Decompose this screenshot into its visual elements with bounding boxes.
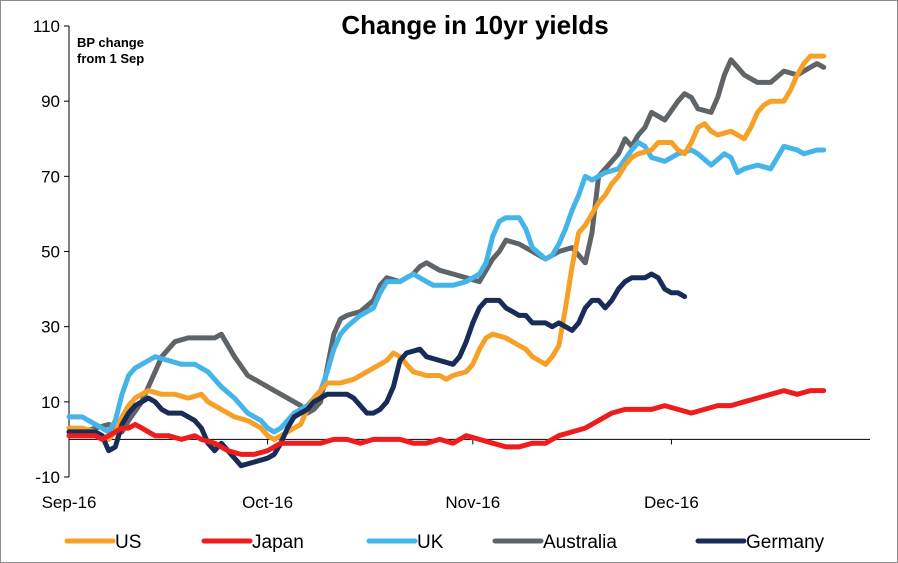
x-tick-label: Oct-16 — [242, 493, 293, 512]
series-lines — [66, 53, 827, 469]
series-line-australia — [66, 57, 827, 435]
legend-label-germany: Germany — [746, 532, 825, 553]
series-line-japan — [66, 388, 827, 457]
y-tick-label: 50 — [41, 243, 60, 262]
y-tick-label: 10 — [41, 393, 60, 412]
legend: US Japan UK Australia Germany — [64, 532, 825, 553]
y-tick-label: 90 — [41, 92, 60, 111]
y-tick-label: -10 — [35, 468, 60, 487]
legend-label-australia: Australia — [543, 532, 617, 553]
series-line-us — [66, 53, 827, 442]
y-tick-label: 30 — [41, 318, 60, 337]
x-tick-label: Dec-16 — [644, 493, 699, 512]
legend-label-japan: Japan — [252, 532, 304, 553]
annotation-line-2: from 1 Sep — [77, 51, 144, 66]
annotation-line-1: BP change — [77, 35, 144, 50]
legend-label-us: US — [115, 532, 141, 553]
y-tick-label: 70 — [41, 167, 60, 186]
y-tick-label: 110 — [33, 17, 60, 36]
x-tick-label: Sep-16 — [42, 493, 97, 512]
series-line-uk — [66, 140, 827, 435]
axes: 110 90 70 50 30 10 -10 Sep-16 Oct-16 Nov-16 Dec-16 — [33, 17, 870, 512]
chart-title: Change in 10yr yields — [341, 10, 608, 40]
legend-label-uk: UK — [417, 532, 444, 553]
x-tick-label: Nov-16 — [445, 493, 500, 512]
series-line-germany — [66, 271, 688, 469]
